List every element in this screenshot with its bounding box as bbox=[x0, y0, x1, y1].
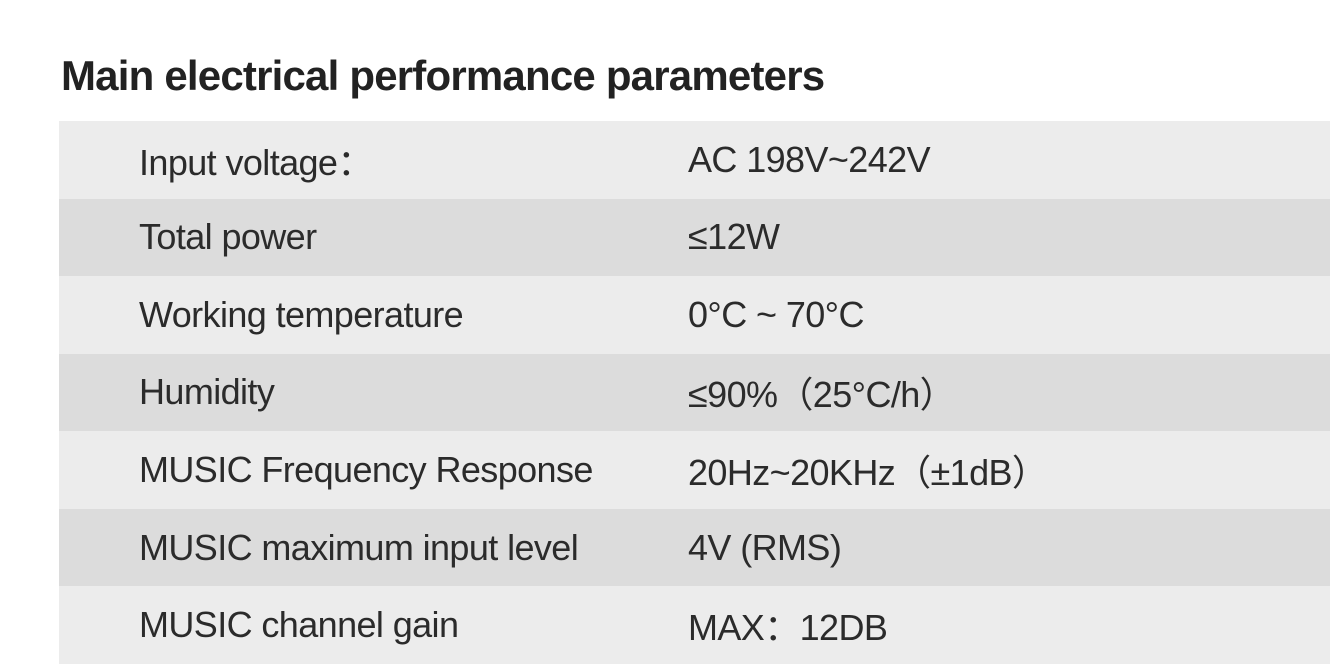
table-row: Working temperature 0°C ~ 70°C bbox=[59, 276, 1330, 354]
parameter-label: MUSIC Frequency Response bbox=[139, 449, 593, 491]
parameter-label: Input voltage： bbox=[139, 141, 373, 183]
parameter-label: Working temperature bbox=[139, 293, 464, 335]
parameter-value: ≤12W bbox=[688, 216, 780, 258]
parameter-value: AC 198V~242V bbox=[688, 138, 931, 180]
parameter-value: MAX：12DB bbox=[688, 607, 888, 649]
table-row: Total power ≤12W bbox=[59, 198, 1330, 277]
parameter-value: 4V (RMS) bbox=[688, 526, 842, 568]
page-title: Main electrical performance parameters bbox=[61, 52, 825, 99]
parameter-value: 0°C ~ 70°C bbox=[688, 293, 864, 335]
parameter-label: MUSIC channel gain bbox=[139, 604, 459, 646]
table-row: MUSIC Frequency Response 20Hz~20KHz（±1dB… bbox=[59, 431, 1330, 509]
parameter-label: Total power bbox=[139, 216, 317, 258]
parameter-label: Humidity bbox=[139, 371, 275, 413]
parameter-value: ≤90%（25°C/h） bbox=[688, 374, 956, 416]
table-row: MUSIC channel gain MAX：12DB bbox=[59, 586, 1330, 664]
table-row: Input voltage： AC 198V~242V bbox=[59, 121, 1330, 199]
parameter-value: 20Hz~20KHz（±1dB） bbox=[688, 452, 1048, 494]
parameter-label: MUSIC maximum input level bbox=[139, 526, 579, 568]
table-row: MUSIC maximum input level 4V (RMS) bbox=[59, 508, 1330, 587]
table-row: Humidity ≤90%（25°C/h） bbox=[59, 353, 1330, 432]
parameters-table: Input voltage： AC 198V~242V Total power … bbox=[59, 121, 1330, 664]
